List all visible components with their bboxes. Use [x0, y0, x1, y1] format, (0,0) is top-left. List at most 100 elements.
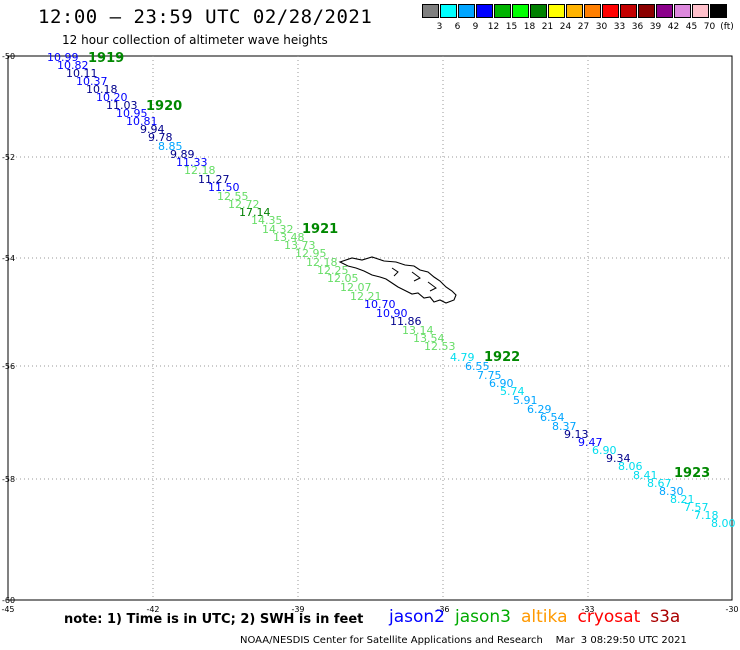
wave-height-label: 10.82 — [57, 59, 89, 72]
color-scale-label: 30 — [595, 22, 608, 32]
color-scale-label: 70 — [703, 22, 716, 32]
wave-height-label: 10.20 — [96, 91, 128, 104]
wave-height-label: 11.27 — [198, 173, 230, 186]
wave-height-label: 10.99 — [47, 51, 79, 64]
observation-labels: 10.9910.8210.1110.3710.1810.2011.0310.95… — [47, 51, 736, 530]
wave-height-label: 8.21 — [670, 493, 695, 506]
longitude-label: -39 — [291, 605, 304, 614]
color-scale-label: 12 — [487, 22, 500, 32]
coastline-inlet-1 — [391, 267, 399, 277]
color-swatch — [674, 4, 691, 18]
color-scale-label: 9 — [472, 22, 479, 32]
color-scale-label: 6 — [454, 22, 461, 32]
color-swatch — [692, 4, 709, 18]
color-swatch — [458, 4, 475, 18]
wave-height-label: 4.79 — [450, 351, 475, 364]
longitude-label: -42 — [146, 605, 159, 614]
wave-height-label: 17.14 — [239, 206, 271, 219]
wave-height-label: 12.18 — [184, 164, 216, 177]
page-title: 12:00 – 23:59 UTC 02/28/2021 — [38, 6, 373, 28]
wave-height-label: 12.95 — [295, 247, 327, 260]
legend-satellite-jason2: jason2 — [389, 607, 445, 627]
legend-satellite-altika: altika — [521, 607, 568, 627]
legend-satellite-jason3: jason3 — [455, 607, 511, 627]
wave-height-label: 10.70 — [364, 298, 396, 311]
color-scale-label: 21 — [541, 22, 554, 32]
wave-height-label: 5.91 — [513, 394, 538, 407]
longitude-label: -36 — [436, 605, 449, 614]
wave-height-label: 8.06 — [618, 460, 643, 473]
wave-height-label: 8.67 — [647, 477, 672, 490]
color-swatch — [710, 4, 727, 18]
color-swatch — [530, 4, 547, 18]
color-scale-label: 36 — [631, 22, 644, 32]
wave-height-label: 7.57 — [684, 501, 709, 514]
wave-height-label: 14.32 — [262, 223, 294, 236]
wave-height-label: 12.18 — [306, 256, 338, 269]
longitude-label: -33 — [581, 605, 594, 614]
wave-height-label: 5.74 — [500, 385, 525, 398]
color-scale-label: 3 — [436, 22, 443, 32]
satellite-legend: jason2 jason3 altika cryosat s3a — [389, 607, 690, 627]
color-scale-label: 42 — [667, 22, 680, 32]
axis-ticks: -50 -52 -54 -56 -58 -60-45 -42 -39 -36 -33 -30 — [1, 52, 738, 614]
color-swatch — [566, 4, 583, 18]
wave-height-label: 13.54 — [413, 332, 445, 345]
color-swatch — [476, 4, 493, 18]
color-swatch — [422, 4, 439, 18]
color-swatch — [638, 4, 655, 18]
wave-height-label: 13.48 — [273, 231, 305, 244]
wave-height-label: 11.50 — [208, 181, 240, 194]
wave-height-label: 10.81 — [126, 115, 158, 128]
coastline-inlet-3 — [427, 281, 437, 292]
color-scale-label: 18 — [523, 22, 536, 32]
wave-height-label: 6.54 — [540, 411, 565, 424]
coastline-inlet-2 — [411, 271, 421, 282]
wave-height-label: 7.18 — [694, 509, 719, 522]
pass-number-label: 1922 — [484, 350, 520, 365]
wave-height-label: 11.03 — [106, 99, 138, 112]
color-swatch — [656, 4, 673, 18]
wave-height-label: 12.05 — [327, 272, 359, 285]
wave-height-label: 8.41 — [633, 469, 658, 482]
pass-labels: 1919 1920 1921 1922 1923 — [88, 51, 710, 481]
color-swatch — [548, 4, 565, 18]
graticule — [8, 56, 732, 600]
wave-height-label: 8.00 — [711, 517, 736, 530]
wave-height-label: 11.86 — [390, 315, 422, 328]
wave-height-label: 6.90 — [489, 377, 514, 390]
latitude-label: -52 — [2, 153, 15, 162]
color-scale-label: 33 — [613, 22, 626, 32]
wave-height-label: 11.33 — [176, 156, 208, 169]
pass-number-label: 1919 — [88, 51, 124, 66]
latitude-label: -56 — [2, 362, 15, 371]
south-georgia-coastline — [338, 256, 457, 304]
color-swatch — [512, 4, 529, 18]
wave-height-label: 12.07 — [340, 281, 372, 294]
latitude-label: -50 — [2, 52, 15, 61]
wave-height-label: 9.94 — [140, 123, 165, 136]
wave-height-label: 8.30 — [659, 485, 684, 498]
footnote: note: 1) Time is in UTC; 2) SWH is in fe… — [64, 612, 364, 627]
color-swatch — [620, 4, 637, 18]
wave-height-label: 10.18 — [86, 83, 118, 96]
wave-height-label: 14.35 — [251, 214, 283, 227]
wave-height-label: 13.73 — [284, 239, 316, 252]
color-swatch — [584, 4, 601, 18]
wave-height-label: 9.47 — [578, 436, 603, 449]
wave-height-label: 7.75 — [477, 369, 502, 382]
wave-height-label: 12.55 — [217, 190, 249, 203]
color-swatch — [494, 4, 511, 18]
longitude-label: -30 — [725, 605, 738, 614]
wave-height-label: 12.72 — [228, 198, 260, 211]
wave-height-label: 10.11 — [66, 67, 98, 80]
color-swatch — [602, 4, 619, 18]
pass-number-label: 1921 — [302, 222, 338, 237]
color-scale-label: 27 — [577, 22, 590, 32]
wave-height-label: 12.53 — [424, 340, 456, 353]
latitude-label: -54 — [2, 254, 15, 263]
color-scale-unit: (ft) — [720, 22, 734, 32]
pass-number-label: 1923 — [674, 466, 710, 481]
subtitle: 12 hour collection of altimeter wave hei… — [62, 33, 328, 47]
wave-height-label: 9.34 — [606, 452, 631, 465]
